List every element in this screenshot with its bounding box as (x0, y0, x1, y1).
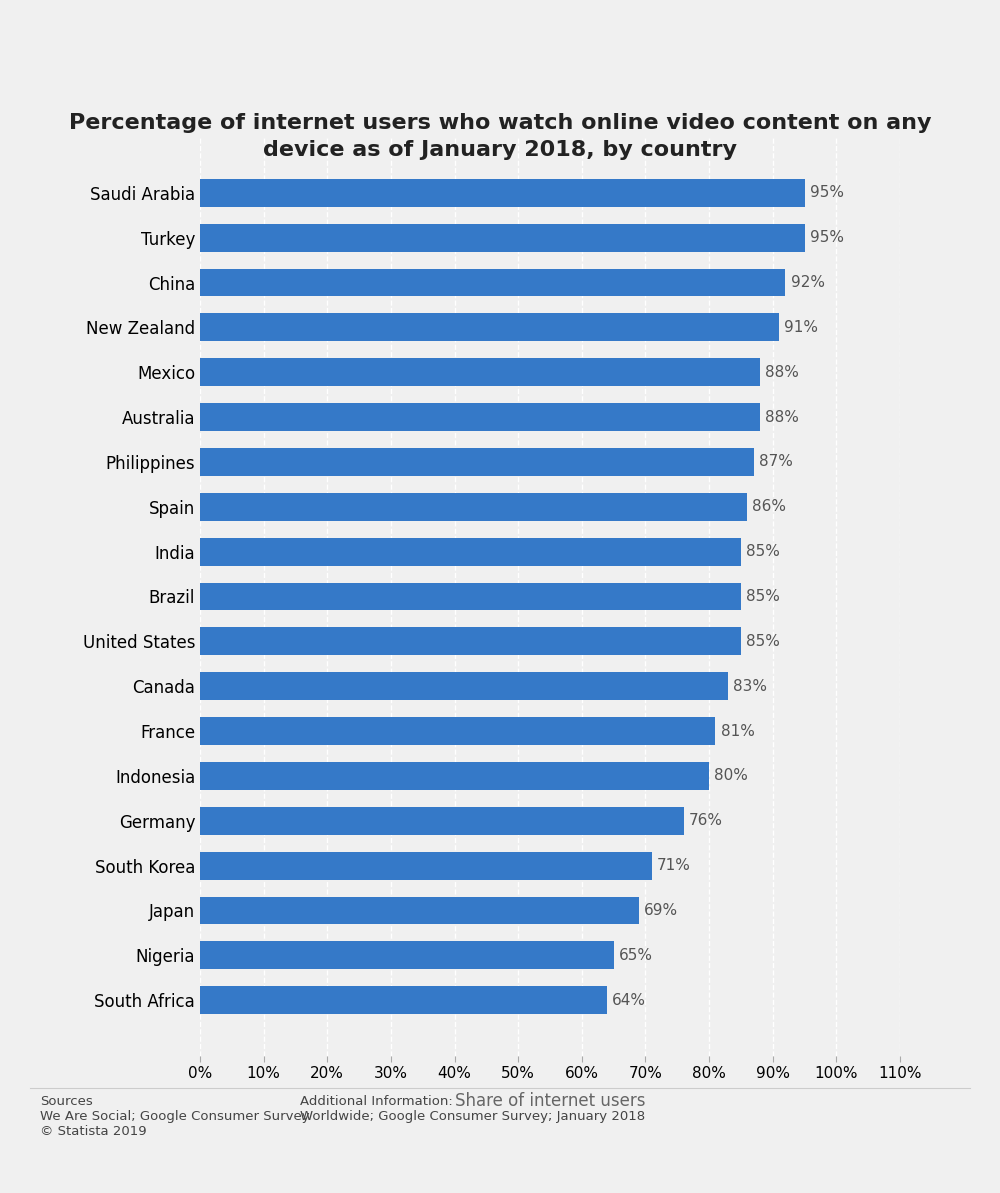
Text: 87%: 87% (759, 455, 793, 470)
Bar (200, 268, 785, 296)
X-axis label: Share of internet users: Share of internet users (455, 1093, 645, 1111)
Text: 81%: 81% (721, 723, 754, 738)
Text: Percentage of internet users who watch online video content on any
device as of : Percentage of internet users who watch o… (69, 113, 931, 160)
Bar (200, 449, 754, 476)
Text: 83%: 83% (733, 679, 767, 693)
Bar (200, 493, 747, 520)
Bar (200, 762, 709, 790)
Text: 95%: 95% (810, 185, 844, 200)
Bar (200, 403, 760, 431)
Text: 91%: 91% (784, 320, 818, 335)
Bar (200, 987, 607, 1014)
Bar (200, 314, 779, 341)
Bar (200, 673, 728, 700)
Bar (200, 224, 805, 252)
Text: 88%: 88% (765, 365, 799, 379)
Text: 76%: 76% (689, 814, 723, 828)
Text: 85%: 85% (746, 544, 780, 560)
Bar (200, 897, 639, 925)
Text: 95%: 95% (810, 230, 844, 246)
Text: 64%: 64% (612, 993, 646, 1008)
Text: 69%: 69% (644, 903, 678, 917)
Text: 71%: 71% (657, 858, 691, 873)
Bar (200, 179, 805, 206)
Text: Additional Information:
Worldwide; Google Consumer Survey; January 2018: Additional Information: Worldwide; Googl… (300, 1095, 645, 1123)
Text: 85%: 85% (746, 633, 780, 649)
Text: 65%: 65% (619, 947, 653, 963)
Bar (200, 852, 652, 879)
Bar (200, 941, 614, 969)
Text: 85%: 85% (746, 589, 780, 604)
Bar (200, 538, 741, 565)
Text: 86%: 86% (752, 500, 786, 514)
Bar (200, 717, 715, 744)
Text: Sources
We Are Social; Google Consumer Survey
© Statista 2019: Sources We Are Social; Google Consumer S… (40, 1095, 310, 1138)
Text: 88%: 88% (765, 409, 799, 425)
Text: 80%: 80% (714, 768, 748, 784)
Bar (200, 628, 741, 655)
Bar (200, 806, 684, 835)
Text: 92%: 92% (791, 276, 825, 290)
Bar (200, 582, 741, 611)
Bar (200, 358, 760, 387)
